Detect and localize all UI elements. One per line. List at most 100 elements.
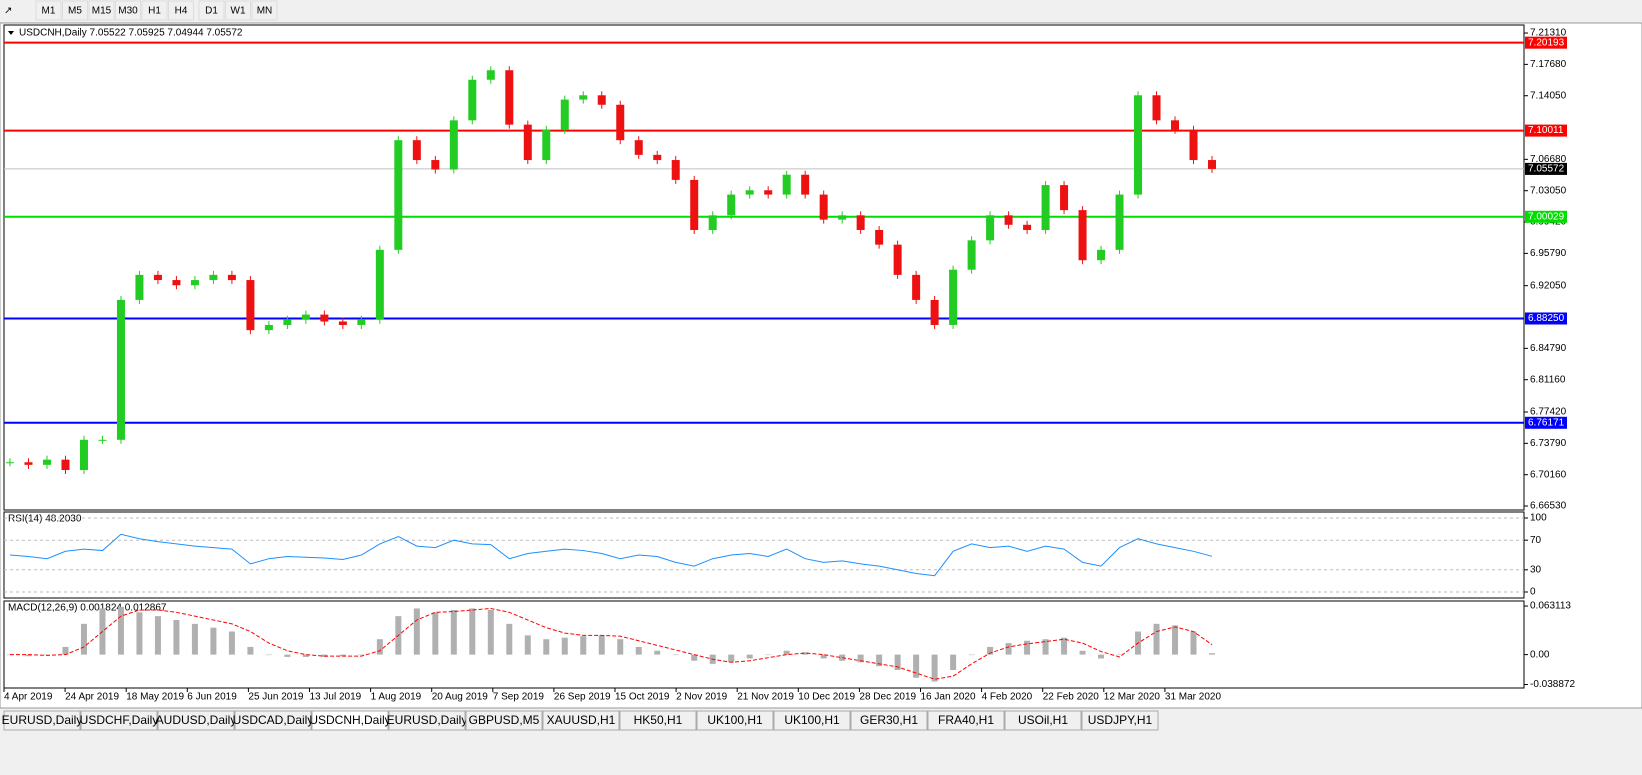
candle-body [1189,129,1198,161]
x-tick-label: 13 Jul 2019 [310,692,362,703]
macd-bar [247,646,254,655]
tab-label[interactable]: XAUUSD,H1 [547,713,616,727]
tab[interactable] [696,710,774,731]
candle-body [1060,185,1069,211]
timeframe-button[interactable] [168,0,194,21]
y-tick-label: 6.66530 [1530,501,1567,512]
tab-label[interactable]: AUDUSD,Daily [156,713,237,727]
current-price-label: 7.05572 [1528,164,1565,175]
timeframe-button[interactable] [225,0,251,21]
timeframe-button[interactable] [88,0,115,21]
tab[interactable] [1004,710,1082,731]
tab[interactable] [465,710,543,731]
tab[interactable] [388,710,466,731]
macd-header: MACD(12,26,9) 0.001824 0.012867 [8,603,167,614]
x-tick-label: 28 Dec 2019 [859,692,916,703]
y-tick-label: 30 [1530,564,1542,575]
y-tick-label: 7.03050 [1530,185,1567,196]
timeframe-label[interactable]: M5 [68,6,82,17]
tab[interactable] [311,710,389,731]
candle-body [394,140,403,250]
macd-pane [3,600,1525,689]
tab-label[interactable]: USDCHF,Daily [80,713,159,727]
macd-bar [1116,654,1123,656]
candle-body [468,79,477,121]
macd-bar [1005,643,1012,655]
y-tick-label: 6.70160 [1530,469,1567,480]
macd-bar [154,616,161,655]
tab[interactable] [80,710,158,731]
tab-label[interactable]: EURUSD,Daily [2,713,83,727]
macd-bar [672,654,679,656]
candle-body [727,194,736,216]
tab[interactable] [542,710,620,731]
macd-bar [302,654,309,657]
y-tick-label: 7.06680 [1530,154,1567,165]
tab-label[interactable]: EURUSD,Daily [387,713,468,727]
timeframe-button[interactable] [62,0,88,21]
tab-label[interactable]: UK100,H1 [707,713,763,727]
timeframe-label[interactable]: M15 [92,6,112,17]
timeframe-button[interactable] [35,0,62,21]
timeframe-label[interactable]: MN [257,6,273,17]
timeframe-button[interactable] [251,0,278,21]
timeframe-button[interactable] [198,0,225,21]
macd-bar [265,654,272,656]
timeframe-label[interactable]: W1 [231,6,246,17]
x-tick-label: 16 Jan 2020 [921,692,976,703]
y-tick-label: 7.17680 [1530,59,1567,70]
candle-body [412,140,421,161]
macd-bar [950,654,957,670]
tab[interactable] [157,710,235,731]
candle-body [1097,249,1106,261]
tab-label[interactable]: HK50,H1 [634,713,683,727]
candle-body [597,95,606,105]
timeframe-label[interactable]: H1 [148,6,161,17]
timeframe-button[interactable] [141,0,168,21]
candle-body [1208,160,1216,169]
chart-window [0,22,1642,709]
timeframe-label[interactable]: M30 [118,6,138,17]
tab-label[interactable]: GER30,H1 [860,713,918,727]
tab[interactable] [927,710,1005,731]
y-tick-label: 0.00 [1530,649,1550,660]
tab-label[interactable]: USDCAD,Daily [233,713,314,727]
macd-bar [1079,650,1086,655]
x-tick-label: 21 Nov 2019 [737,692,794,703]
tab-label[interactable]: USOil,H1 [1018,713,1068,727]
candle-body [782,174,791,195]
tab-label[interactable]: UK100,H1 [784,713,840,727]
candle-body [523,124,532,161]
timeframe-label[interactable]: D1 [205,6,218,17]
x-tick-label: 10 Dec 2019 [798,692,855,703]
tab[interactable] [619,710,697,731]
macd-bar [524,635,531,655]
macd-bar [765,654,772,656]
x-tick-label: 20 Aug 2019 [432,692,489,703]
timeframe-label[interactable]: M1 [42,6,56,17]
tab-label[interactable]: USDCNH,Daily [309,713,390,727]
tab-label[interactable]: USDJPY,H1 [1088,713,1153,727]
tab[interactable] [773,710,851,731]
timeframe-label[interactable]: H4 [175,6,188,17]
macd-bar [561,637,568,655]
macd-bar [284,654,291,657]
tab[interactable] [850,710,928,731]
candle-body [172,280,181,286]
tab[interactable] [3,710,81,731]
macd-bar [339,654,346,657]
timeframe-button[interactable] [115,0,141,21]
tab[interactable] [234,710,312,731]
candle-body [1041,185,1050,230]
tab[interactable] [1081,710,1159,731]
macd-signal [10,607,1213,680]
tab-label[interactable]: GBPUSD,M5 [469,713,540,727]
y-tick-label: 70 [1530,535,1542,546]
candle-body [209,274,218,281]
x-tick-label: 6 Jun 2019 [187,692,237,703]
candle-body [616,104,625,141]
level-label: 7.00029 [1528,211,1565,222]
macd-bar [62,646,69,655]
tab-label[interactable]: FRA40,H1 [938,713,994,727]
